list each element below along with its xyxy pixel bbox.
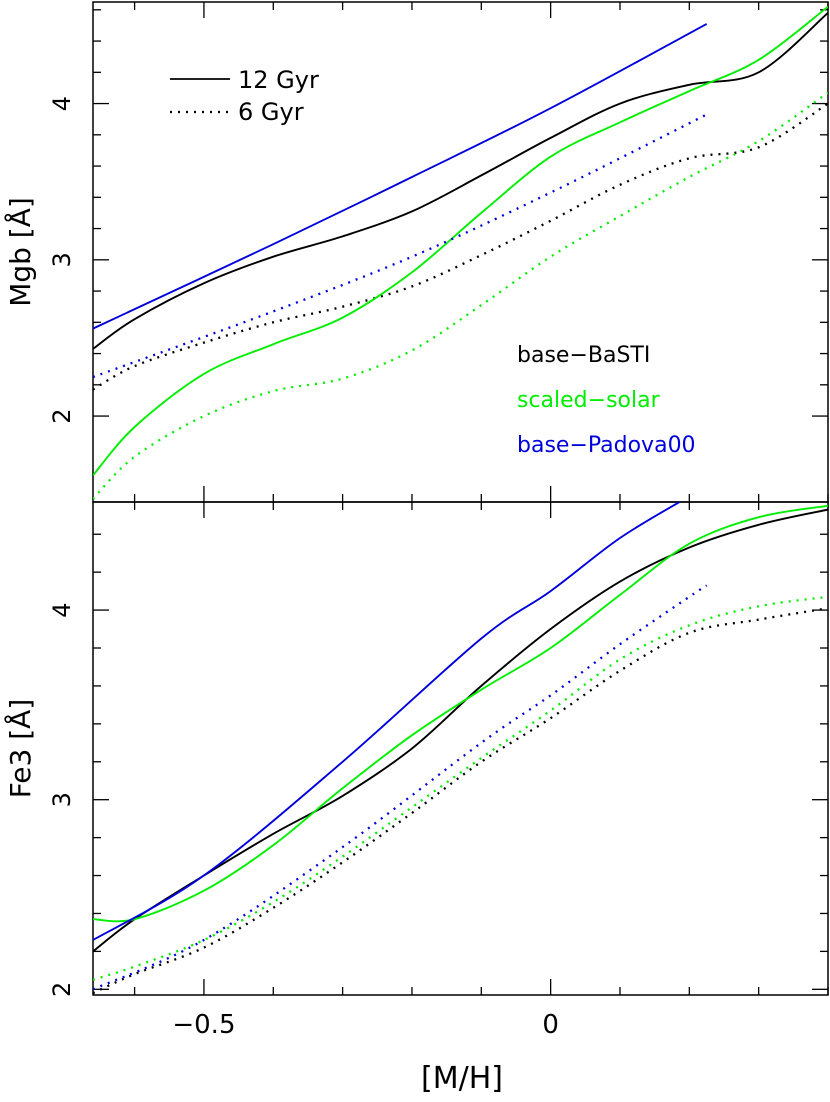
panel-mgb: 2 3 4 Mgb [Å] xyxy=(3,1,829,503)
x-tick-label: −0.5 xyxy=(172,1010,235,1040)
legend-label-basti: base−BaSTI xyxy=(517,343,650,368)
y-tick-label: 3 xyxy=(48,792,76,807)
series-line-2 xyxy=(93,5,828,477)
series-line-5 xyxy=(93,113,708,379)
x-tick-label: 0 xyxy=(542,1010,559,1040)
legend-label-12gyr: 12 Gyr xyxy=(238,66,319,94)
plot-frame xyxy=(92,1,829,503)
series-line-4 xyxy=(93,23,708,330)
series-line-3 xyxy=(93,595,828,981)
plot-frame xyxy=(92,501,829,996)
legend-label-scaled-solar: scaled−solar xyxy=(517,388,661,413)
y-tick-label: 4 xyxy=(48,602,76,617)
legend-label-6gyr: 6 Gyr xyxy=(238,98,304,126)
y-axis-label: Fe3 [Å] xyxy=(3,699,37,799)
legend-label-padova: base−Padova00 xyxy=(517,433,696,458)
series-line-0 xyxy=(93,12,828,350)
series-line-0 xyxy=(93,508,828,953)
series-line-2 xyxy=(93,504,828,923)
y-tick-label: 2 xyxy=(48,408,76,423)
series-line-5 xyxy=(93,584,708,991)
y-axis-label: Mgb [Å] xyxy=(3,197,37,307)
panel-fe3: 2 3 4 Fe3 [Å] xyxy=(3,501,829,997)
y-tick-label: 3 xyxy=(48,252,76,267)
y-tick-label: 4 xyxy=(48,96,76,111)
y-tick-label: 2 xyxy=(48,982,76,997)
series-line-1 xyxy=(93,607,828,995)
series-line-4 xyxy=(93,502,682,941)
series-line-1 xyxy=(93,102,828,391)
x-axis-label: [M/H] xyxy=(421,1061,503,1096)
model-legend: base−BaSTI scaled−solar base−Padova00 xyxy=(517,343,696,458)
age-legend: 12 Gyr 6 Gyr xyxy=(170,66,319,126)
